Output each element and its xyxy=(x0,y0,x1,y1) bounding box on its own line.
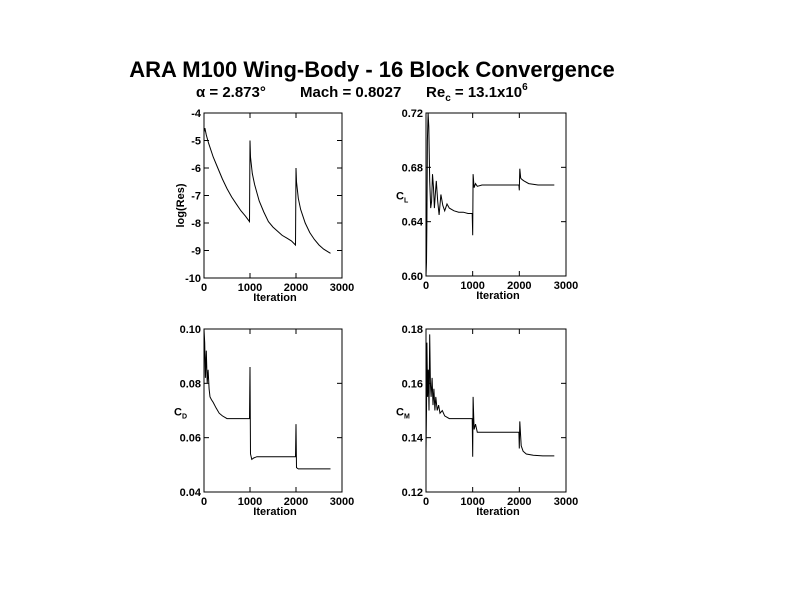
cl-y-axis-label-sub: L xyxy=(404,198,409,205)
cm-y-axis-label-main: C xyxy=(396,407,404,419)
subtitle-alpha: α = 2.873° xyxy=(196,84,266,101)
chart-cl: 0 1000 2000 3000 0.60 0.64 0.68 0.72 Iteration CL xyxy=(396,108,578,302)
subtitle-re-value: = 13.1x10 xyxy=(451,84,522,101)
res-ytick-label: -8 xyxy=(191,218,201,230)
cm-xtick-label: 1000 xyxy=(460,496,484,508)
cl-xtick-label: 3000 xyxy=(554,280,578,292)
cl-xtick-label: 2000 xyxy=(507,280,531,292)
res-xtick-label: 2000 xyxy=(284,282,308,294)
cm-ytick-label: 0.12 xyxy=(402,487,423,499)
cl-series-line xyxy=(425,112,555,277)
cl-ytick-label: 0.60 xyxy=(402,271,423,283)
cd-y-axis-label-main: C xyxy=(174,407,182,419)
cd-x-axis-label: Iteration xyxy=(253,506,297,518)
cd-ytick-label: 0.08 xyxy=(180,378,201,390)
cd-ytick-label: 0.04 xyxy=(180,487,202,499)
cd-ytick-label: 0.10 xyxy=(180,324,201,336)
cm-xtick-label: 3000 xyxy=(554,496,578,508)
cd-y-axis-label-sub: D xyxy=(182,414,187,421)
cl-ytick-label: 0.64 xyxy=(402,217,424,229)
res-xtick-label: 3000 xyxy=(330,282,354,294)
chart-cm: 0 1000 2000 3000 0.12 0.14 0.16 0.18 Iteration CM xyxy=(396,324,578,518)
cl-xtick-label: 0 xyxy=(423,280,429,292)
cl-x-axis-label: Iteration xyxy=(476,290,520,302)
cm-x-axis-label: Iteration xyxy=(476,506,520,518)
cd-series-line xyxy=(203,328,331,470)
cm-y-axis-label-sub: M xyxy=(404,414,410,421)
cl-ytick-label: 0.68 xyxy=(402,162,423,174)
cm-series-line xyxy=(425,334,555,457)
res-xtick-label: 0 xyxy=(201,282,207,294)
cd-ytick-label: 0.06 xyxy=(180,433,201,445)
res-ytick-label: -6 xyxy=(191,163,201,175)
res-xtick-label: 1000 xyxy=(238,282,262,294)
cd-y-axis-label: CD xyxy=(174,407,187,421)
res-plot-frame xyxy=(203,112,343,279)
res-y-axis-label: log(Res) xyxy=(175,183,187,227)
res-ytick-label: -5 xyxy=(191,136,201,148)
res-series-line xyxy=(203,127,331,254)
res-ytick-label: -7 xyxy=(191,191,201,203)
figure-subtitle: α = 2.873° Mach = 0.8027 Rec = 13.1x106 xyxy=(196,82,528,104)
cl-plot-frame xyxy=(425,112,567,277)
cm-y-axis-label: CM xyxy=(396,407,410,421)
cl-xtick-label: 1000 xyxy=(460,280,484,292)
res-ytick-label: -4 xyxy=(191,108,202,120)
cd-xtick-label: 2000 xyxy=(284,496,308,508)
chart-cd: 0 1000 2000 3000 0.04 0.06 0.08 0.10 Iteration CD xyxy=(174,324,354,518)
res-ytick-label: -10 xyxy=(185,273,201,285)
figure-title: ARA M100 Wing-Body - 16 Block Convergenc… xyxy=(129,57,615,82)
cl-y-axis-label: CL xyxy=(396,191,409,205)
cm-plot-frame xyxy=(425,328,567,493)
cd-xtick-label: 1000 xyxy=(238,496,262,508)
chart-res: 0 1000 2000 3000 -10 -9 -8 -7 -6 -5 -4 Iteration log… xyxy=(175,108,354,304)
res-ytick-label: -9 xyxy=(191,246,201,258)
cm-ytick-label: 0.14 xyxy=(402,433,424,445)
cm-ytick-label: 0.16 xyxy=(402,378,423,390)
cm-xtick-label: 2000 xyxy=(507,496,531,508)
chart-panels: 0 1000 2000 3000 -10 -9 -8 -7 -6 -5 -4 Iteration log… xyxy=(174,108,578,518)
cd-plot-frame xyxy=(203,328,343,493)
cl-y-axis-label-main: C xyxy=(396,191,404,203)
cl-ytick-label: 0.72 xyxy=(402,108,423,120)
subtitle-mach: Mach = 0.8027 xyxy=(300,84,401,101)
subtitle-re: Re xyxy=(426,84,445,101)
cm-xtick-label: 0 xyxy=(423,496,429,508)
cd-xtick-label: 3000 xyxy=(330,496,354,508)
cd-xtick-label: 0 xyxy=(201,496,207,508)
cm-ytick-label: 0.18 xyxy=(402,324,423,336)
res-x-axis-label: Iteration xyxy=(253,292,297,304)
subtitle-re-exp: 6 xyxy=(522,82,528,93)
subtitle-re-sub: c xyxy=(445,93,451,104)
